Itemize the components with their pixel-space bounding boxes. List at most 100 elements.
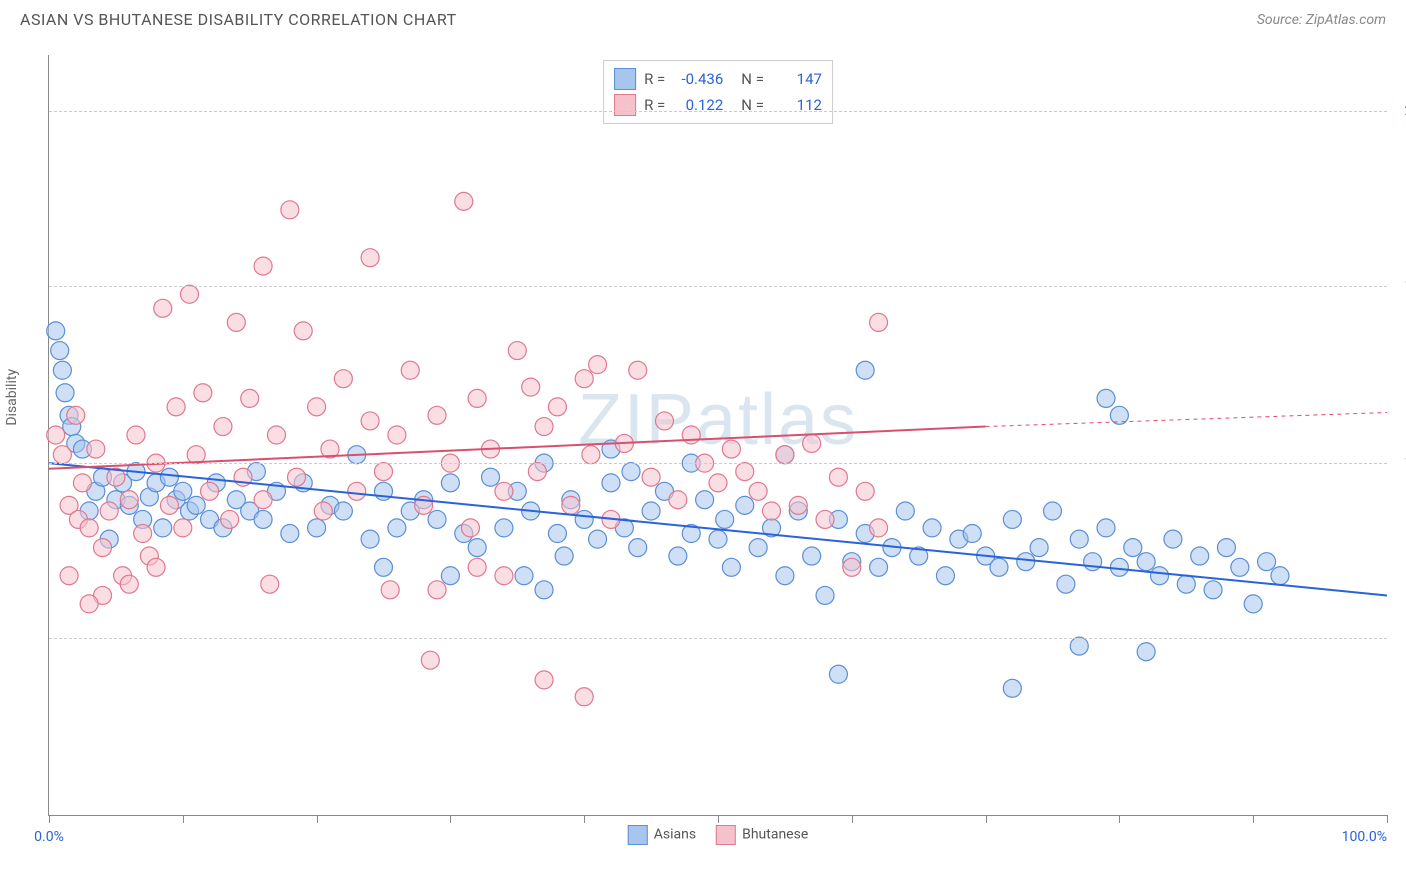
legend-item-asians: Asians [628,825,696,845]
data-point [1097,519,1115,537]
legend-item-bhutanese: Bhutanese [716,825,808,845]
data-point [53,446,71,464]
data-point [1137,643,1155,661]
data-point [1258,553,1276,571]
x-tick [183,815,184,823]
data-point [829,468,847,486]
data-point [51,342,69,360]
data-point [1124,539,1142,557]
data-point [160,468,178,486]
data-point [669,491,687,509]
data-point [334,370,352,388]
data-point [73,474,91,492]
x-tick [986,815,987,823]
data-point [308,519,326,537]
data-point [575,688,593,706]
data-point [147,558,165,576]
data-point [227,313,245,331]
data-point [829,665,847,683]
data-point [789,496,807,514]
data-point [194,384,212,402]
data-point [562,496,580,514]
data-point [53,361,71,379]
data-point [816,586,834,604]
data-point [361,530,379,548]
data-point [455,192,473,210]
data-point [1003,510,1021,528]
data-point [361,249,379,267]
data-point [154,519,172,537]
data-point [461,519,479,537]
data-point [80,519,98,537]
x-tick [317,815,318,823]
data-point [803,434,821,452]
data-point [736,463,754,481]
data-point [856,361,874,379]
data-point [441,474,459,492]
data-point [154,299,172,317]
data-point [401,361,419,379]
data-point [1057,575,1075,593]
x-tick [584,815,585,823]
data-point [254,491,272,509]
data-point [441,567,459,585]
data-point [923,519,941,537]
data-point [348,482,366,500]
data-point [120,491,138,509]
data-point [669,547,687,565]
data-point [722,558,740,576]
data-point [127,426,145,444]
data-point [749,539,767,557]
data-point [308,398,326,416]
legend-swatch-icon [628,825,648,845]
data-point [1044,502,1062,520]
data-point [495,567,513,585]
data-point [870,519,888,537]
gridline [49,111,1387,112]
scatter-svg [49,55,1387,815]
data-point [696,491,714,509]
data-point [261,575,279,593]
gridline [49,638,1387,639]
data-point [60,567,78,585]
data-point [281,201,299,219]
data-point [482,468,500,486]
chart-title: ASIAN VS BHUTANESE DISABILITY CORRELATIO… [20,10,457,29]
data-point [294,322,312,340]
data-point [1017,553,1035,571]
data-point [314,502,332,520]
data-point [1244,595,1262,613]
data-point [1204,581,1222,599]
data-point [201,482,219,500]
legend-swatch-asians [614,68,636,90]
data-point [736,496,754,514]
data-point [1003,679,1021,697]
data-point [167,398,185,416]
data-point [468,389,486,407]
data-point [388,426,406,444]
data-point [254,257,272,275]
data-point [1217,539,1235,557]
x-tick [1387,815,1388,823]
data-point [288,468,306,486]
x-tick-label: 0.0% [34,829,64,845]
data-point [589,530,607,548]
data-point [1151,567,1169,585]
data-point [428,581,446,599]
data-point [1191,547,1209,565]
correlation-legend: R = -0.436 N = 147 R = 0.122 N = 112 [603,60,833,124]
gridline [49,286,1387,287]
data-point [1070,637,1088,655]
data-point [508,342,526,360]
data-point [1097,389,1115,407]
data-point [522,378,540,396]
data-point [642,468,660,486]
data-point [160,496,178,514]
data-point [1110,406,1128,424]
data-point [776,567,794,585]
data-point [575,510,593,528]
data-point [214,418,232,436]
data-point [1070,530,1088,548]
data-point [722,440,740,458]
legend-row-bhutanese: R = 0.122 N = 112 [614,92,822,118]
